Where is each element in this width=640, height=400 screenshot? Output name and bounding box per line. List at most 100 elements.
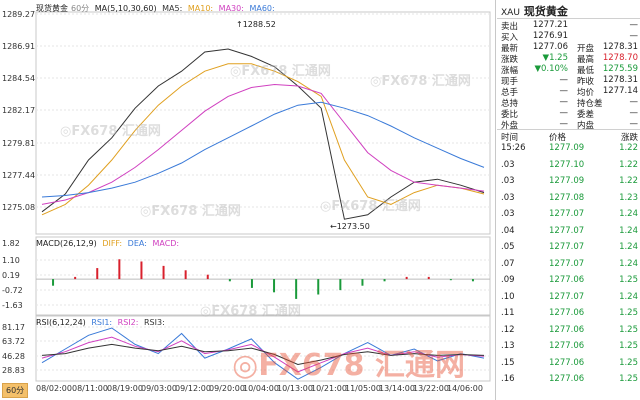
quote-row: 现手 — 昨收 1278.31 bbox=[501, 75, 638, 87]
quote-key-2: 最高 bbox=[577, 55, 595, 65]
tick-price: 1277.06 bbox=[549, 374, 585, 384]
quote-value: 1277.06 bbox=[532, 42, 568, 52]
ma10-line bbox=[41, 63, 485, 216]
divider bbox=[497, 129, 640, 130]
kline-chart-area[interactable]: 现货黄金 60分 MA(5,10,30,60) MA5: MA10: MA30: … bbox=[0, 0, 496, 400]
tick-price: 1277.06 bbox=[549, 357, 585, 368]
quote-value: — bbox=[559, 108, 569, 118]
divider bbox=[497, 18, 640, 19]
quote-key: 总持 bbox=[501, 99, 519, 109]
ma-label: MA(5,10,30,60) bbox=[94, 4, 157, 13]
quote-row: 卖出 1277.21 — bbox=[501, 20, 638, 32]
tick-row[interactable]: .03 1277.07 1.24 bbox=[501, 209, 638, 220]
tick-time: .03 bbox=[501, 209, 515, 219]
tick-row[interactable]: .16 1277.06 1.25 bbox=[501, 374, 638, 385]
quote-value: 1276.91 bbox=[532, 31, 568, 41]
rsi3-legend: RSI3: bbox=[143, 318, 165, 327]
macd-hist-legend: MACD: bbox=[152, 239, 180, 248]
tick-row[interactable]: .13 1277.06 1.25 bbox=[501, 341, 638, 352]
tick-row[interactable]: .10 1277.07 1.24 bbox=[501, 292, 638, 303]
quote-key: 委比 bbox=[501, 110, 519, 120]
tick-price: 1277.07 bbox=[549, 242, 585, 252]
tick-row[interactable]: 15:26 1277.09 1.22 bbox=[501, 143, 638, 154]
tick-row[interactable]: .12 1277.06 1.25 bbox=[501, 325, 638, 336]
rsi2-legend: RSI2: bbox=[117, 318, 139, 327]
tick-time: .03 bbox=[501, 159, 515, 170]
quote-value-2: — bbox=[629, 119, 639, 129]
tick-time: .04 bbox=[501, 225, 515, 236]
quote-row: 涨跌 ▼1.25 最高 1278.70 bbox=[501, 53, 638, 65]
quote-value-2: — bbox=[629, 108, 639, 118]
quote-value: — bbox=[559, 119, 569, 129]
tick-row[interactable]: .04 1277.07 1.24 bbox=[501, 226, 638, 237]
tick-row[interactable]: .03 1277.09 1.22 bbox=[501, 176, 638, 187]
main-panel-frame bbox=[35, 11, 491, 235]
ma5-line bbox=[41, 48, 485, 220]
quote-value: — bbox=[559, 86, 569, 96]
tick-change: 1.22 bbox=[619, 176, 638, 186]
tick-price: 1277.06 bbox=[549, 275, 585, 285]
rsi-label: RSI(6,12,24) bbox=[36, 318, 86, 327]
tick-row[interactable]: .03 1277.10 1.22 bbox=[501, 160, 638, 171]
quote-value-2: — bbox=[629, 97, 639, 107]
tick-change: 1.24 bbox=[619, 258, 638, 269]
quote-value: — bbox=[559, 97, 569, 107]
tick-row[interactable]: .11 1277.06 1.25 bbox=[501, 308, 638, 319]
tick-change: 1.25 bbox=[619, 357, 638, 368]
time-tick: 09/12:00 bbox=[175, 384, 211, 393]
price-tick: 1286.91 bbox=[2, 42, 36, 51]
tick-time: .16 bbox=[501, 374, 515, 384]
tick-change: 1.25 bbox=[619, 374, 638, 384]
quote-row: 总持 — 持仓差 — bbox=[501, 97, 639, 109]
watermark-logo: ◎FX678 汇通网 bbox=[232, 348, 465, 383]
tick-row[interactable]: .03 1277.08 1.23 bbox=[501, 193, 638, 204]
dea-legend: DEA: bbox=[127, 239, 147, 248]
time-tick: 09/20:00 bbox=[209, 384, 245, 393]
quote-row: 买入 1276.91 — bbox=[501, 31, 639, 43]
tick-row[interactable]: .09 1277.06 1.25 bbox=[501, 275, 638, 286]
quote-value-2: — bbox=[629, 31, 639, 41]
tick-time: 15:26 bbox=[501, 143, 526, 153]
quote-row: 外盘 — 内盘 — bbox=[501, 119, 639, 131]
period-button[interactable]: 60分 bbox=[2, 383, 29, 398]
quote-key-2: 最低 bbox=[577, 66, 595, 76]
tick-row[interactable]: .05 1277.07 1.24 bbox=[501, 242, 638, 253]
price-tick: 1282.17 bbox=[2, 106, 36, 115]
diff-legend: DIFF: bbox=[102, 239, 123, 248]
quote-row: 涨幅 ▼0.10% 最低 1275.59 bbox=[501, 64, 638, 76]
tick-change: 1.25 bbox=[619, 308, 638, 318]
quote-key-2: 均价 bbox=[577, 88, 595, 98]
tick-change: 1.23 bbox=[619, 192, 638, 203]
macd-tick: -0.72 bbox=[2, 286, 23, 295]
tick-row[interactable]: .07 1277.07 1.24 bbox=[501, 259, 638, 270]
quote-key-2: 持仓差 bbox=[577, 99, 603, 109]
tick-change: 1.22 bbox=[619, 143, 638, 153]
quote-row: 委比 — 委差 — bbox=[501, 108, 639, 120]
ma5-legend: MA5: bbox=[162, 4, 183, 13]
quote-value-2: 1277.14 bbox=[602, 86, 638, 96]
tick-time: .11 bbox=[501, 308, 515, 318]
tick-price: 1277.07 bbox=[549, 258, 585, 269]
time-tick: 13/22:00 bbox=[413, 384, 449, 393]
price-tick: 1277.44 bbox=[2, 171, 36, 180]
tick-time: .15 bbox=[501, 357, 515, 368]
low-annotation: ←1273.50 bbox=[330, 222, 370, 231]
quote-code: XAU bbox=[501, 8, 520, 18]
time-tick: 08/19:00 bbox=[107, 384, 143, 393]
tick-price: 1277.07 bbox=[549, 209, 585, 219]
macd-label: MACD(26,12,9) bbox=[36, 239, 97, 248]
quote-value: 1277.21 bbox=[532, 20, 568, 30]
tick-row[interactable]: .15 1277.06 1.25 bbox=[501, 358, 638, 369]
tick-change: 1.24 bbox=[619, 209, 638, 219]
price-tick: 1284.54 bbox=[2, 74, 36, 83]
quote-key: 最新 bbox=[501, 44, 519, 54]
tick-price: 1277.06 bbox=[549, 324, 585, 335]
quote-value: ▼1.25 bbox=[542, 53, 568, 63]
ma30-line bbox=[41, 83, 485, 205]
ticks-header-price: 价格 bbox=[549, 133, 567, 143]
time-tick: 13/14:00 bbox=[379, 384, 415, 393]
quote-name: 现货黄金 bbox=[523, 5, 568, 18]
chart-canvas[interactable] bbox=[0, 0, 495, 400]
tick-change: 1.25 bbox=[619, 275, 638, 285]
quote-value-2: 1275.59 bbox=[602, 64, 638, 74]
